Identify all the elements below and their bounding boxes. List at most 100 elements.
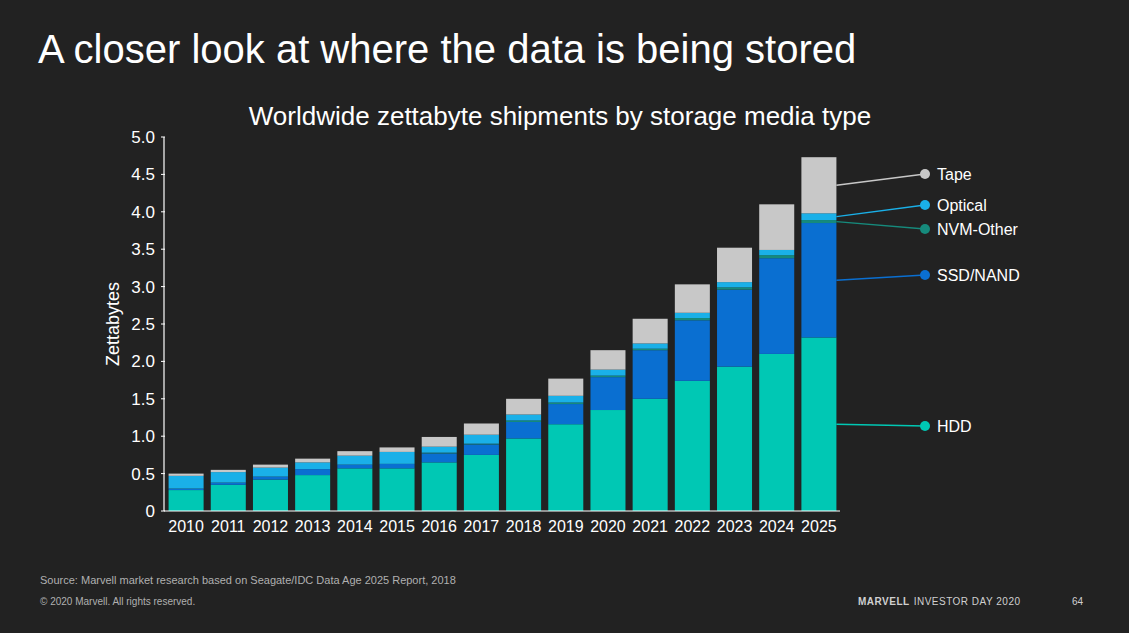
legend-label: SSD/NAND [937, 267, 1020, 284]
y-axis [163, 137, 164, 511]
bar-segment [295, 469, 330, 475]
bar-segment [759, 255, 794, 258]
bar-segment [717, 287, 752, 289]
legend-connector [836, 222, 925, 229]
bar-segment [801, 337, 836, 511]
x-tick-label: 2013 [295, 518, 331, 535]
legend-marker [920, 169, 930, 179]
y-tick-label: 5.0 [131, 128, 155, 147]
bar-segment [464, 435, 499, 444]
x-tick-label: 2018 [506, 518, 542, 535]
x-tick-label: 2023 [717, 518, 753, 535]
x-tick-label: 2014 [337, 518, 373, 535]
bar-segment [548, 379, 583, 396]
bar-segment [295, 475, 330, 511]
bar-segment [464, 423, 499, 434]
bar-segment [801, 213, 836, 220]
footer-brand: MARVELL [858, 596, 910, 607]
bar-segment [548, 396, 583, 403]
legend-connector [836, 205, 925, 217]
bar-segment [211, 470, 246, 472]
bar-segment [506, 438, 541, 511]
x-tick-label: 2021 [632, 518, 668, 535]
bar-segment [759, 250, 794, 255]
bar-segment [759, 258, 794, 354]
bar-segment [422, 453, 457, 462]
slide: A closer look at where the data is being… [0, 0, 1129, 633]
legend-label: NVM-Other [937, 221, 1019, 238]
bar-segment [633, 343, 668, 348]
x-axis [164, 510, 840, 511]
bar-segment [464, 444, 499, 454]
bar-segment [295, 459, 330, 463]
y-tick-label: 1.0 [131, 427, 155, 446]
bar-segment [253, 468, 288, 477]
bar-segment [337, 456, 372, 465]
legend-label: Optical [937, 197, 987, 214]
bar-segment [717, 248, 752, 282]
bar-segment [633, 399, 668, 511]
x-tick-label: 2010 [168, 518, 204, 535]
source: Source: Marvell market research based on… [40, 574, 456, 586]
bar-segment [337, 465, 372, 469]
bar-segment [675, 381, 710, 511]
bar-segment [717, 367, 752, 511]
y-tick-label: 3.0 [131, 278, 155, 297]
bars [169, 157, 837, 511]
x-tick-label: 2024 [759, 518, 795, 535]
y-tick-label: 4.0 [131, 203, 155, 222]
bar-segment [211, 483, 246, 485]
x-tick-label: 2012 [253, 518, 289, 535]
legend-marker [920, 224, 930, 234]
bar-segment [337, 468, 372, 511]
bar-segment [590, 377, 625, 410]
legend-connector [836, 275, 925, 280]
x-tick-label: 2016 [421, 518, 457, 535]
bar-segment [422, 447, 457, 453]
legend-label: HDD [937, 418, 972, 435]
bar-segment [506, 422, 541, 438]
y-tick-label: 0.5 [131, 465, 155, 484]
bar-segment [380, 447, 415, 451]
bar-segment [801, 220, 836, 223]
bar-segment [464, 455, 499, 511]
x-tick-label: 2011 [211, 518, 246, 535]
bar-segment [633, 349, 668, 350]
bar-segment [169, 490, 204, 511]
footer-event: INVESTOR DAY 2020 [914, 596, 1021, 607]
y-tick-label: 2.0 [131, 352, 155, 371]
bar-segment [211, 472, 246, 482]
bar-segment [506, 420, 541, 421]
bar-segment [169, 476, 204, 489]
bar-segment [590, 350, 625, 369]
x-tick-label: 2022 [675, 518, 711, 535]
bar-segment [506, 399, 541, 415]
y-tick-label: 0 [146, 502, 155, 521]
bar-segment [169, 489, 204, 490]
legend-marker [920, 200, 930, 210]
bar-segment [801, 157, 836, 213]
heading: A closer look at where the data is being… [38, 27, 856, 71]
copyright: © 2020 Marvell. All rights reserved. [40, 596, 195, 607]
page-number: 64 [1072, 596, 1084, 607]
bar-segment [675, 284, 710, 312]
bar-segment [211, 485, 246, 511]
y-label: Zettabytes [103, 282, 123, 366]
legend-marker [920, 270, 930, 280]
x-tick-label: 2019 [548, 518, 584, 535]
bar-segment [548, 404, 583, 424]
bar-segment [548, 403, 583, 404]
bar-segment [633, 319, 668, 344]
bar-segment [590, 370, 625, 376]
bar-segment [717, 282, 752, 287]
background [0, 0, 1129, 633]
bar-segment [759, 354, 794, 511]
legend: TapeOpticalNVM-OtherSSD/NANDHDD [836, 166, 1019, 435]
bar-segment [717, 290, 752, 367]
bar-segment [548, 424, 583, 511]
y-tick-label: 1.5 [131, 390, 155, 409]
x-tick-label: 2020 [590, 518, 626, 535]
bar-segment [380, 464, 415, 468]
chart-title: Worldwide zettabyte shipments by storage… [249, 101, 871, 131]
bar-segment [801, 223, 836, 337]
